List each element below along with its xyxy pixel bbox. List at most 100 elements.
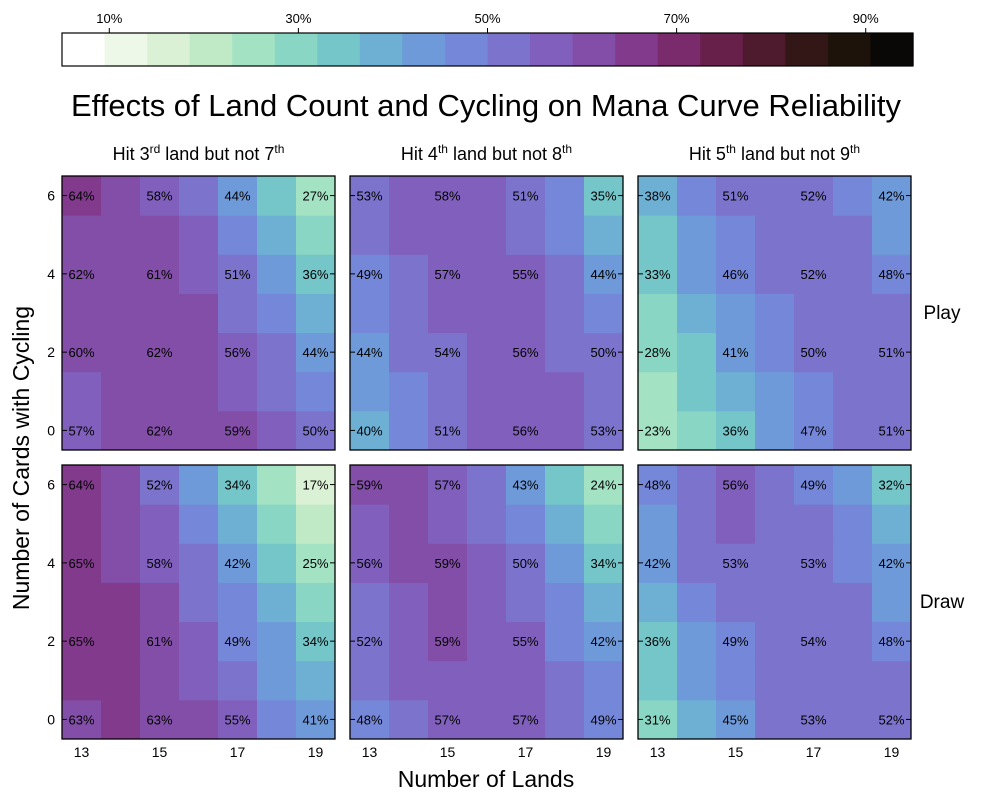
heatmap-cell [350, 371, 390, 412]
heatmap-cell [257, 215, 297, 255]
heatmap-cell [389, 332, 429, 373]
cell-value-label: 46% [722, 267, 748, 282]
heatmap-cell [638, 582, 678, 623]
cell-value-label: 49% [800, 478, 826, 493]
heatmap-cell [872, 176, 912, 216]
heatmap-cell [218, 332, 258, 373]
column-title: Hit 3rd land but not 7th [113, 142, 285, 164]
heatmap-cell [389, 699, 429, 740]
heatmap-cell [755, 332, 795, 373]
heatmap-cell [179, 504, 219, 544]
cell-value-label: 52% [146, 478, 172, 493]
cell-value-label: 54% [434, 345, 460, 360]
cell-value-label: 56% [512, 423, 538, 438]
x-tick-label: 13 [650, 744, 666, 760]
heatmap-cell [545, 254, 585, 294]
cell-value-label: 44% [302, 345, 328, 360]
colorbar-swatch [572, 33, 616, 66]
panel-frame [61, 175, 336, 451]
heatmap-cell [677, 543, 717, 583]
heatmap-cell [257, 332, 297, 373]
heatmap-cell [872, 504, 912, 544]
heatmap-cell [716, 410, 756, 451]
heatmap-cell [506, 176, 546, 216]
heatmap-cell [872, 660, 912, 701]
heatmap-cell [101, 621, 141, 662]
heatmap-cell [179, 660, 219, 701]
cell-value-label: 45% [722, 712, 748, 727]
heatmap-panels: 57% 62% 59% 50% 60% 62% 56% 44% 62% 61% 51% 36% 64% 5… [47, 175, 912, 760]
x-tick-label: 19 [596, 744, 612, 760]
heatmap-cell [101, 699, 141, 740]
y-tick-label: 0 [47, 422, 55, 438]
y-tick-label: 6 [47, 477, 55, 493]
heatmap-cell [428, 543, 468, 583]
heatmap-cell [545, 660, 585, 701]
heatmap-panel: 40% 51% 56% 53% 44% 54% 56% 50% 49% 57% 55% 44% 53% 5… [349, 175, 624, 451]
cell-value-label: 50% [512, 556, 538, 571]
heatmap-cell [833, 176, 873, 216]
cell-value-label: 32% [878, 478, 904, 493]
heatmap-cell [872, 215, 912, 255]
heatmap-cell [140, 176, 180, 216]
heatmap-cell [545, 410, 585, 451]
heatmap-cell [179, 371, 219, 412]
heatmap-cell [179, 582, 219, 623]
heatmap-cell [677, 410, 717, 451]
heatmap-cell [101, 176, 141, 216]
cell-value-label: 36% [302, 267, 328, 282]
heatmap-cell [677, 332, 717, 373]
heatmap-cell [257, 176, 297, 216]
cell-value-label: 54% [800, 634, 826, 649]
cell-value-label: 31% [644, 712, 670, 727]
cell-value-label: 53% [800, 712, 826, 727]
cell-value-label: 61% [146, 267, 172, 282]
heatmap-cell [716, 504, 756, 544]
colorbar-swatch [232, 33, 276, 66]
heatmap-cell [872, 254, 912, 294]
heatmap-cell [218, 660, 258, 701]
heatmap-cell [179, 176, 219, 216]
heatmap-cell [638, 465, 678, 505]
cell-value-label: 56% [356, 556, 382, 571]
heatmap-cell [218, 215, 258, 255]
panel-frame [61, 464, 336, 740]
heatmap-cell [755, 621, 795, 662]
heatmap-cell [584, 293, 624, 334]
cell-value-label: 52% [356, 634, 382, 649]
heatmap-cell [506, 582, 546, 623]
heatmap-cell [257, 371, 297, 412]
heatmap-cell [467, 332, 507, 373]
heatmap-cell [179, 254, 219, 294]
colorbar: 10% 30% 50% 70% 90% [61, 11, 914, 67]
cell-value-label: 53% [800, 556, 826, 571]
heatmap-cell [755, 504, 795, 544]
heatmap-cell [584, 465, 624, 505]
heatmap-cell [62, 465, 102, 505]
heatmap-cell [257, 582, 297, 623]
heatmap-panel: 23% 36% 47% 51% 28% 41% 50% 51% 33% 46% 52% 48% 38% 5… [637, 175, 912, 451]
colorbar-swatch [62, 33, 106, 66]
heatmap-cell [179, 543, 219, 583]
column-titles: Hit 3rd land but not 7th Hit 4th land but… [113, 142, 860, 164]
heatmap-cell [794, 465, 834, 505]
heatmap-cell [794, 582, 834, 623]
heatmap-cell [179, 215, 219, 255]
heatmap-cell [389, 176, 429, 216]
heatmap-cell [872, 293, 912, 334]
heatmap-cell [677, 293, 717, 334]
heatmap-cell [140, 504, 180, 544]
heatmap-cell [755, 293, 795, 334]
heatmap-cell [389, 621, 429, 662]
heatmap-cell [62, 215, 102, 255]
heatmap-cell [296, 371, 336, 412]
heatmap-cell [179, 410, 219, 451]
colorbar-swatch [317, 33, 361, 66]
cell-value-label: 57% [434, 267, 460, 282]
heatmap-cell [677, 621, 717, 662]
heatmap-cell [584, 543, 624, 583]
cell-value-label: 62% [146, 423, 172, 438]
heatmap-cell [545, 215, 585, 255]
heatmap-cell [350, 621, 390, 662]
cell-value-label: 42% [878, 556, 904, 571]
